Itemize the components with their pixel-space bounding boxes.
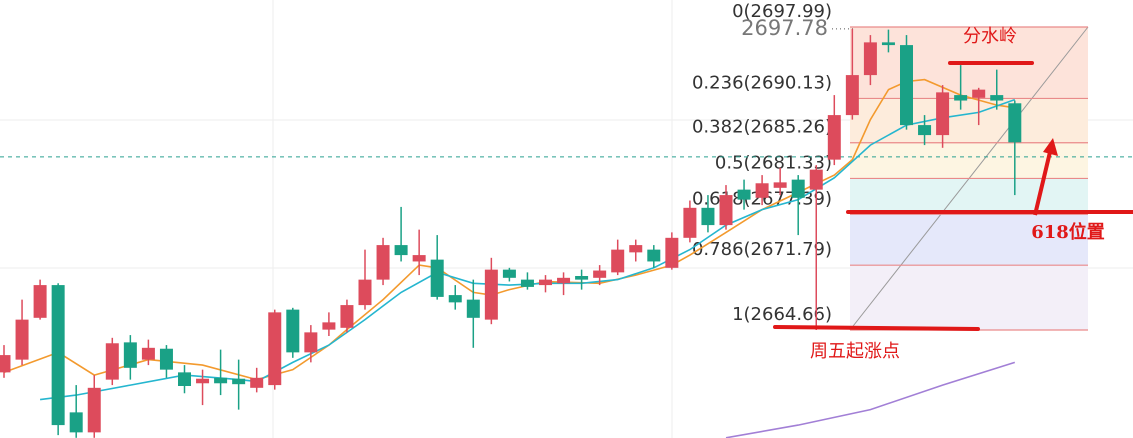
candles xyxy=(0,28,1022,438)
fib-band xyxy=(850,178,1088,215)
candle-body xyxy=(791,179,805,198)
candle-body xyxy=(1008,103,1022,143)
fib-label: 0.382(2685.26) xyxy=(692,117,832,138)
candle-body xyxy=(954,95,968,101)
candle-body xyxy=(232,378,246,385)
candle-body xyxy=(196,378,210,384)
candle-body xyxy=(0,355,11,373)
candle-body xyxy=(105,343,119,380)
candle-body xyxy=(484,269,498,320)
overlay: 分水岭 618位置 周五起涨点 xyxy=(773,26,1133,362)
candle-body xyxy=(701,207,715,226)
fib-band xyxy=(850,98,1088,143)
candle-body xyxy=(394,245,408,256)
candle-body xyxy=(250,377,264,388)
candle-body xyxy=(15,319,29,360)
arrow-head xyxy=(1043,138,1058,156)
candle-body xyxy=(268,312,282,386)
candle-body xyxy=(376,245,390,280)
candle-body xyxy=(33,285,47,318)
fib-label: 1(2664.66) xyxy=(732,304,832,325)
candle-body xyxy=(719,195,733,226)
candle-body xyxy=(773,182,787,188)
fib-band xyxy=(850,214,1088,266)
candle-body xyxy=(304,332,318,353)
candle-body xyxy=(159,348,173,370)
candle-body xyxy=(412,255,426,262)
candle-body xyxy=(214,377,228,384)
candle-body xyxy=(51,285,65,426)
candle-body xyxy=(665,237,679,268)
candle-body xyxy=(918,125,932,136)
candle-body xyxy=(430,259,444,297)
fib-label: 0.786(2671.79) xyxy=(692,239,832,260)
annotation: 分水岭 xyxy=(963,26,1017,47)
candle-body xyxy=(881,42,895,46)
candle-body xyxy=(123,342,137,368)
candle-body xyxy=(178,372,191,386)
candle-body xyxy=(863,42,877,76)
candle-body xyxy=(827,115,841,160)
candle-body xyxy=(900,45,913,126)
candle-body xyxy=(990,95,1004,101)
candle-body xyxy=(809,169,823,190)
candle-body xyxy=(358,279,372,306)
candle-body xyxy=(557,277,571,284)
candle-body xyxy=(322,322,336,330)
candle-body xyxy=(845,75,859,116)
arrow xyxy=(1033,151,1052,216)
annotation: 周五起涨点 xyxy=(810,341,900,362)
candle-body xyxy=(972,89,986,98)
candle-body xyxy=(683,207,697,238)
candle-body xyxy=(87,387,101,433)
candle-body xyxy=(647,249,661,262)
candle-body xyxy=(141,347,155,360)
candle-body xyxy=(448,295,462,303)
candle-body xyxy=(520,279,534,287)
candle-body xyxy=(593,270,607,278)
high-label: 2697.78 xyxy=(741,16,828,40)
candle-body xyxy=(340,305,354,328)
fib-label: 0.236(2690.13) xyxy=(692,72,832,93)
ma-line xyxy=(725,361,1016,438)
candle-body xyxy=(755,183,769,198)
candle-body xyxy=(629,245,643,253)
candle-body xyxy=(936,92,950,136)
candle-body xyxy=(286,309,300,353)
candle-body xyxy=(737,189,751,200)
candle-body xyxy=(502,269,516,278)
candle-body xyxy=(611,249,625,273)
fib-label: 0(2697.99) xyxy=(732,1,832,22)
candle-body xyxy=(466,299,480,318)
fib-band xyxy=(850,265,1088,330)
candle-body xyxy=(575,276,589,280)
candle-body xyxy=(539,279,552,286)
fib-label: 0.5(2681.33) xyxy=(715,152,832,173)
candle-body xyxy=(69,412,83,433)
annotation-line xyxy=(773,325,980,331)
annotation: 618位置 xyxy=(1031,221,1105,243)
